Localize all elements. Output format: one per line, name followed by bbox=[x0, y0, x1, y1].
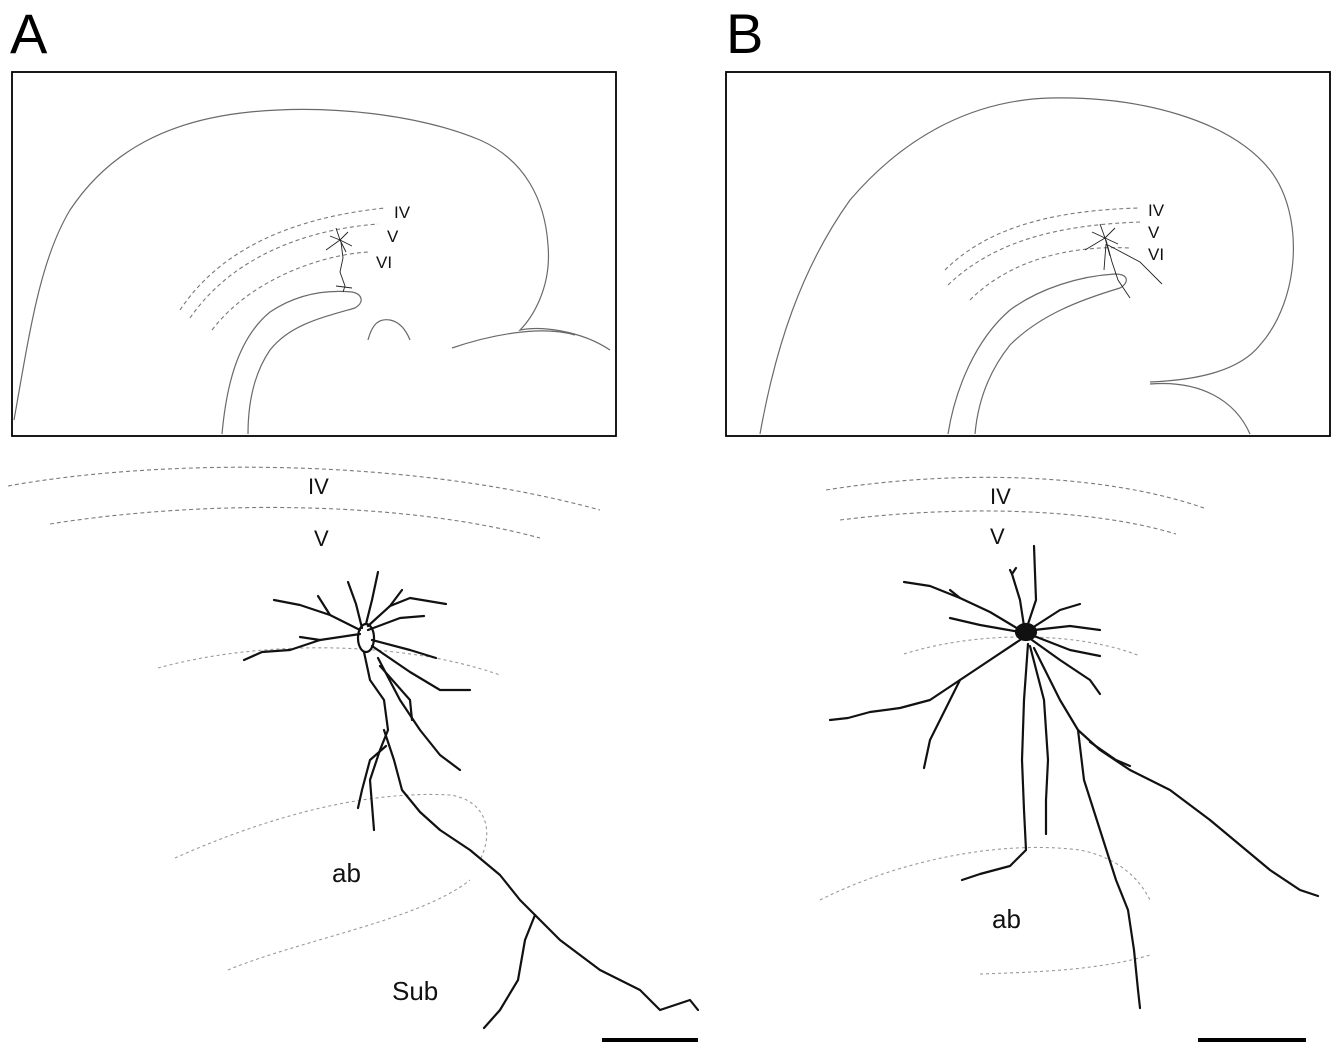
panel-b-neuron bbox=[828, 544, 1320, 1010]
panel-a-region-ab: ab bbox=[332, 858, 361, 888]
panel-b-boundary-iv-top bbox=[825, 476, 1205, 509]
panel-a-detail: IV V ab Sub bbox=[7, 466, 700, 1042]
panel-a-outline-right bbox=[451, 330, 576, 349]
panel-b-boundary-iv-v bbox=[839, 510, 1177, 535]
panel-a-boundary-ab-top bbox=[174, 793, 488, 861]
panel-a-mini-neuron bbox=[325, 227, 353, 293]
panel-a-letter: A bbox=[10, 2, 48, 65]
panel-a-inset: IV V VI bbox=[11, 71, 617, 437]
panel-b-boundary-ab-top bbox=[819, 846, 1151, 901]
panel-b-letter: B bbox=[726, 2, 764, 65]
panel-b-outline-right bbox=[1149, 382, 1251, 435]
panel-b-mini-neuron bbox=[1084, 223, 1163, 299]
panel-b-dash-iv bbox=[944, 207, 1141, 271]
panel-a-detail-layer-iv: IV bbox=[308, 474, 329, 499]
panel-b-region-ab: ab bbox=[992, 904, 1021, 934]
panel-a-dash-vi bbox=[211, 251, 369, 331]
panel-a-white-matter-outer bbox=[221, 290, 362, 435]
panel-b-white-matter-outer bbox=[947, 273, 1127, 435]
panel-b-inset-frame bbox=[725, 71, 1331, 437]
panel-a-boundary-ab-bottom bbox=[227, 879, 471, 971]
panel-a-cortex-outline bbox=[13, 108, 611, 421]
panel-b-dash-vi bbox=[969, 247, 1131, 301]
panel-a-boundary-v-vi bbox=[157, 647, 501, 676]
panel-a-inset-layer-v: V bbox=[387, 227, 399, 246]
panel-b-boundary-ab-bottom bbox=[979, 954, 1151, 975]
panel-b-inset-layer-iv: IV bbox=[1148, 201, 1165, 220]
panel-a-neuron bbox=[242, 570, 700, 1030]
panel-b-inset: IV V VI bbox=[725, 71, 1331, 437]
panel-a-region-sub: Sub bbox=[392, 976, 438, 1006]
panel-a-detail-layer-v: V bbox=[314, 526, 329, 551]
panel-b-dash-v bbox=[947, 221, 1141, 286]
panel-a-inset-layer-vi: VI bbox=[376, 253, 392, 272]
panel-a-dash-iv bbox=[179, 207, 386, 311]
panel-b-inset-layer-v: V bbox=[1148, 223, 1160, 242]
panel-a-small-branch bbox=[367, 319, 411, 341]
panel-b-detail-layer-iv: IV bbox=[990, 484, 1011, 509]
panel-b-inset-layer-vi: VI bbox=[1148, 245, 1164, 264]
panel-b-cortex-outline bbox=[759, 97, 1294, 435]
panel-b-detail: IV V ab bbox=[819, 476, 1320, 1042]
panel-a-inset-layer-iv: IV bbox=[394, 203, 411, 222]
panel-b-detail-layer-v: V bbox=[990, 524, 1005, 549]
panel-a-boundary-iv-v bbox=[49, 506, 541, 539]
panel-b-boundary-v-vi bbox=[903, 636, 1141, 657]
panel-a-inset-frame bbox=[11, 71, 617, 437]
panel-a-boundary-iv-top bbox=[7, 466, 601, 511]
